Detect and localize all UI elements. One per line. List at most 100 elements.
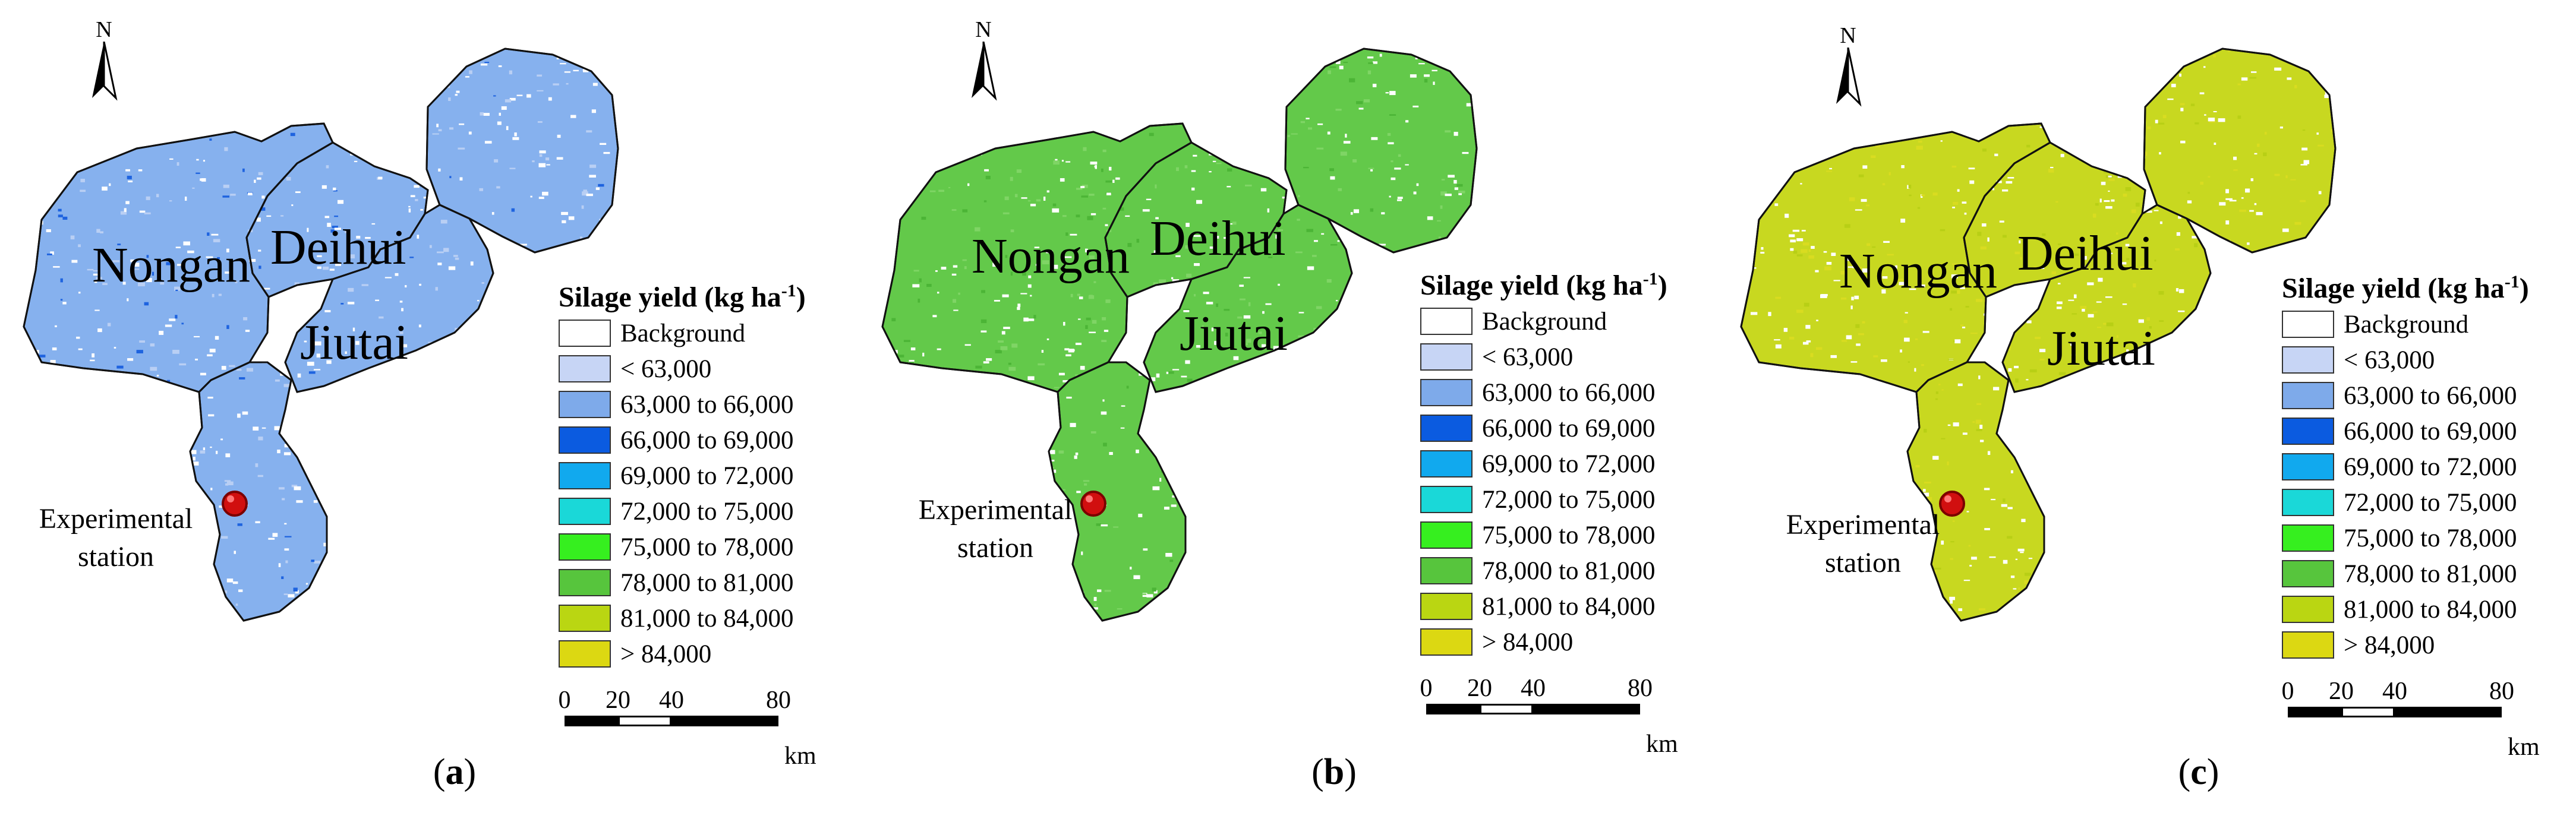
marker-highlight bbox=[1944, 495, 1951, 502]
north-arrow-shape bbox=[972, 41, 997, 101]
legend-item: 63,000 to 66,000 bbox=[559, 387, 806, 422]
scale-tick-label: 80 bbox=[1628, 675, 1653, 702]
legend-item: 63,000 to 66,000 bbox=[1420, 375, 1667, 410]
legend: Silage yield (kg ha-1) Background < 63,000… bbox=[2282, 264, 2529, 663]
legend-swatch bbox=[559, 640, 611, 668]
scale-unit: km bbox=[784, 742, 816, 770]
scale-tick-label: 40 bbox=[659, 687, 684, 714]
legend-title-close: ) bbox=[796, 282, 806, 313]
legend-item: 72,000 to 75,000 bbox=[1420, 482, 1667, 517]
yield-map-c bbox=[1740, 48, 2337, 622]
scale-segment bbox=[2341, 707, 2395, 717]
legend-swatch bbox=[1420, 593, 1473, 620]
legend-item: 75,000 to 78,000 bbox=[2282, 520, 2529, 556]
scale-tick-label: 20 bbox=[606, 687, 630, 714]
station-label-line: Experimental bbox=[39, 503, 193, 535]
legend: Silage yield (kg ha-1) Background < 63,000… bbox=[1420, 261, 1667, 660]
region-label-jiutai: Jiutai bbox=[2047, 321, 2155, 376]
station-label-line: Experimental bbox=[918, 494, 1073, 526]
legend-item: 81,000 to 84,000 bbox=[2282, 592, 2529, 627]
station-label-line: station bbox=[1825, 547, 1901, 578]
north-arrow-icon: N bbox=[86, 18, 122, 104]
legend-item: 78,000 to 81,000 bbox=[559, 565, 806, 600]
legend-item: 72,000 to 75,000 bbox=[2282, 485, 2529, 520]
legend-title: Silage yield (kg ha-1) bbox=[1420, 261, 1667, 303]
caption-letter: a bbox=[445, 752, 464, 792]
legend-item: < 63,000 bbox=[1420, 339, 1667, 375]
scale-bar: 0 20 40 80 km bbox=[1420, 674, 1678, 758]
legend-swatch bbox=[2282, 311, 2334, 338]
legend-title-text: Silage yield (kg ha bbox=[1420, 270, 1643, 301]
legend-item: 69,000 to 72,000 bbox=[2282, 449, 2529, 485]
legend-item: > 84,000 bbox=[559, 636, 806, 672]
legend-title-close: ) bbox=[1657, 270, 1667, 301]
scale-unit: km bbox=[2508, 733, 2540, 761]
legend-swatch bbox=[559, 498, 611, 525]
scale-tick-label: 80 bbox=[2489, 678, 2514, 705]
scale-tick-label: 40 bbox=[2382, 678, 2407, 705]
legend-item: 72,000 to 75,000 bbox=[559, 494, 806, 529]
legend-swatch bbox=[1420, 628, 1473, 656]
legend-swatch bbox=[559, 569, 611, 596]
marker-highlight bbox=[227, 495, 234, 502]
legend-item: 81,000 to 84,000 bbox=[559, 600, 806, 636]
legend-label: Background bbox=[620, 319, 746, 347]
scale-segment bbox=[565, 716, 618, 726]
legend-item: < 63,000 bbox=[2282, 342, 2529, 378]
legend-label: 63,000 to 66,000 bbox=[2344, 381, 2517, 410]
scale-tick-label: 0 bbox=[558, 687, 571, 714]
legend-label: 81,000 to 84,000 bbox=[2344, 595, 2517, 624]
legend-swatch bbox=[1420, 379, 1473, 406]
scale-segment bbox=[2288, 707, 2341, 717]
legend-swatch bbox=[1420, 308, 1473, 335]
legend-swatch bbox=[2282, 489, 2334, 516]
legend-item: Background bbox=[559, 315, 806, 351]
region-label-jiutai: Jiutai bbox=[1180, 306, 1288, 361]
north-arrow-icon: N bbox=[1830, 24, 1866, 110]
legend-swatch bbox=[2282, 418, 2334, 445]
legend-title-superscript: -1 bbox=[2504, 272, 2520, 292]
legend-label: < 63,000 bbox=[2344, 346, 2435, 374]
scale-segment bbox=[1426, 704, 1480, 714]
legend-item: 78,000 to 81,000 bbox=[2282, 556, 2529, 592]
scale-tick-label: 20 bbox=[1467, 675, 1492, 702]
caption-open: ( bbox=[433, 752, 446, 792]
legend-item: Background bbox=[1420, 303, 1667, 339]
scale-tick-label: 20 bbox=[2329, 678, 2354, 705]
legend-item: 69,000 to 72,000 bbox=[559, 458, 806, 494]
legend-label: < 63,000 bbox=[620, 355, 712, 383]
legend-swatch bbox=[2282, 596, 2334, 623]
legend-title-superscript: -1 bbox=[1642, 269, 1658, 289]
legend-swatch bbox=[559, 355, 611, 382]
station-label-line: Experimental bbox=[1786, 509, 1940, 540]
legend-label: 69,000 to 72,000 bbox=[620, 461, 794, 490]
legend-title-text: Silage yield (kg ha bbox=[2282, 273, 2505, 304]
legend-item: 75,000 to 78,000 bbox=[1420, 517, 1667, 553]
caption-close: ) bbox=[464, 752, 477, 792]
legend-swatch bbox=[559, 391, 611, 418]
station-label-line: station bbox=[78, 541, 154, 573]
legend-label: 75,000 to 78,000 bbox=[1482, 521, 1656, 549]
legend-label: 78,000 to 81,000 bbox=[2344, 559, 2517, 588]
scale-unit: km bbox=[1646, 731, 1678, 758]
north-arrow-shape bbox=[1836, 47, 1862, 107]
legend-title-text: Silage yield (kg ha bbox=[559, 282, 781, 313]
legend-label: 78,000 to 81,000 bbox=[620, 568, 794, 597]
region-south-shape bbox=[189, 361, 328, 622]
legend-item: 66,000 to 69,000 bbox=[1420, 410, 1667, 446]
region-label-deihui: Deihui bbox=[270, 220, 406, 275]
scale-tick-label: 0 bbox=[2281, 678, 2294, 705]
legend-swatch bbox=[559, 462, 611, 489]
legend-label: 63,000 to 66,000 bbox=[1482, 378, 1656, 407]
marker-highlight bbox=[1086, 495, 1093, 502]
legend-label: Background bbox=[1482, 307, 1607, 336]
legend-item: 78,000 to 81,000 bbox=[1420, 553, 1667, 589]
panel-caption: (a) bbox=[395, 751, 514, 793]
region-label-deihui: Deihui bbox=[2017, 226, 2154, 281]
legend-swatch bbox=[1420, 415, 1473, 442]
legend-label: 75,000 to 78,000 bbox=[620, 533, 794, 561]
legend-swatch bbox=[2282, 524, 2334, 552]
scale-bar: 0 20 40 80 km bbox=[2282, 677, 2540, 761]
legend-item: < 63,000 bbox=[559, 351, 806, 387]
legend-swatch bbox=[559, 533, 611, 561]
